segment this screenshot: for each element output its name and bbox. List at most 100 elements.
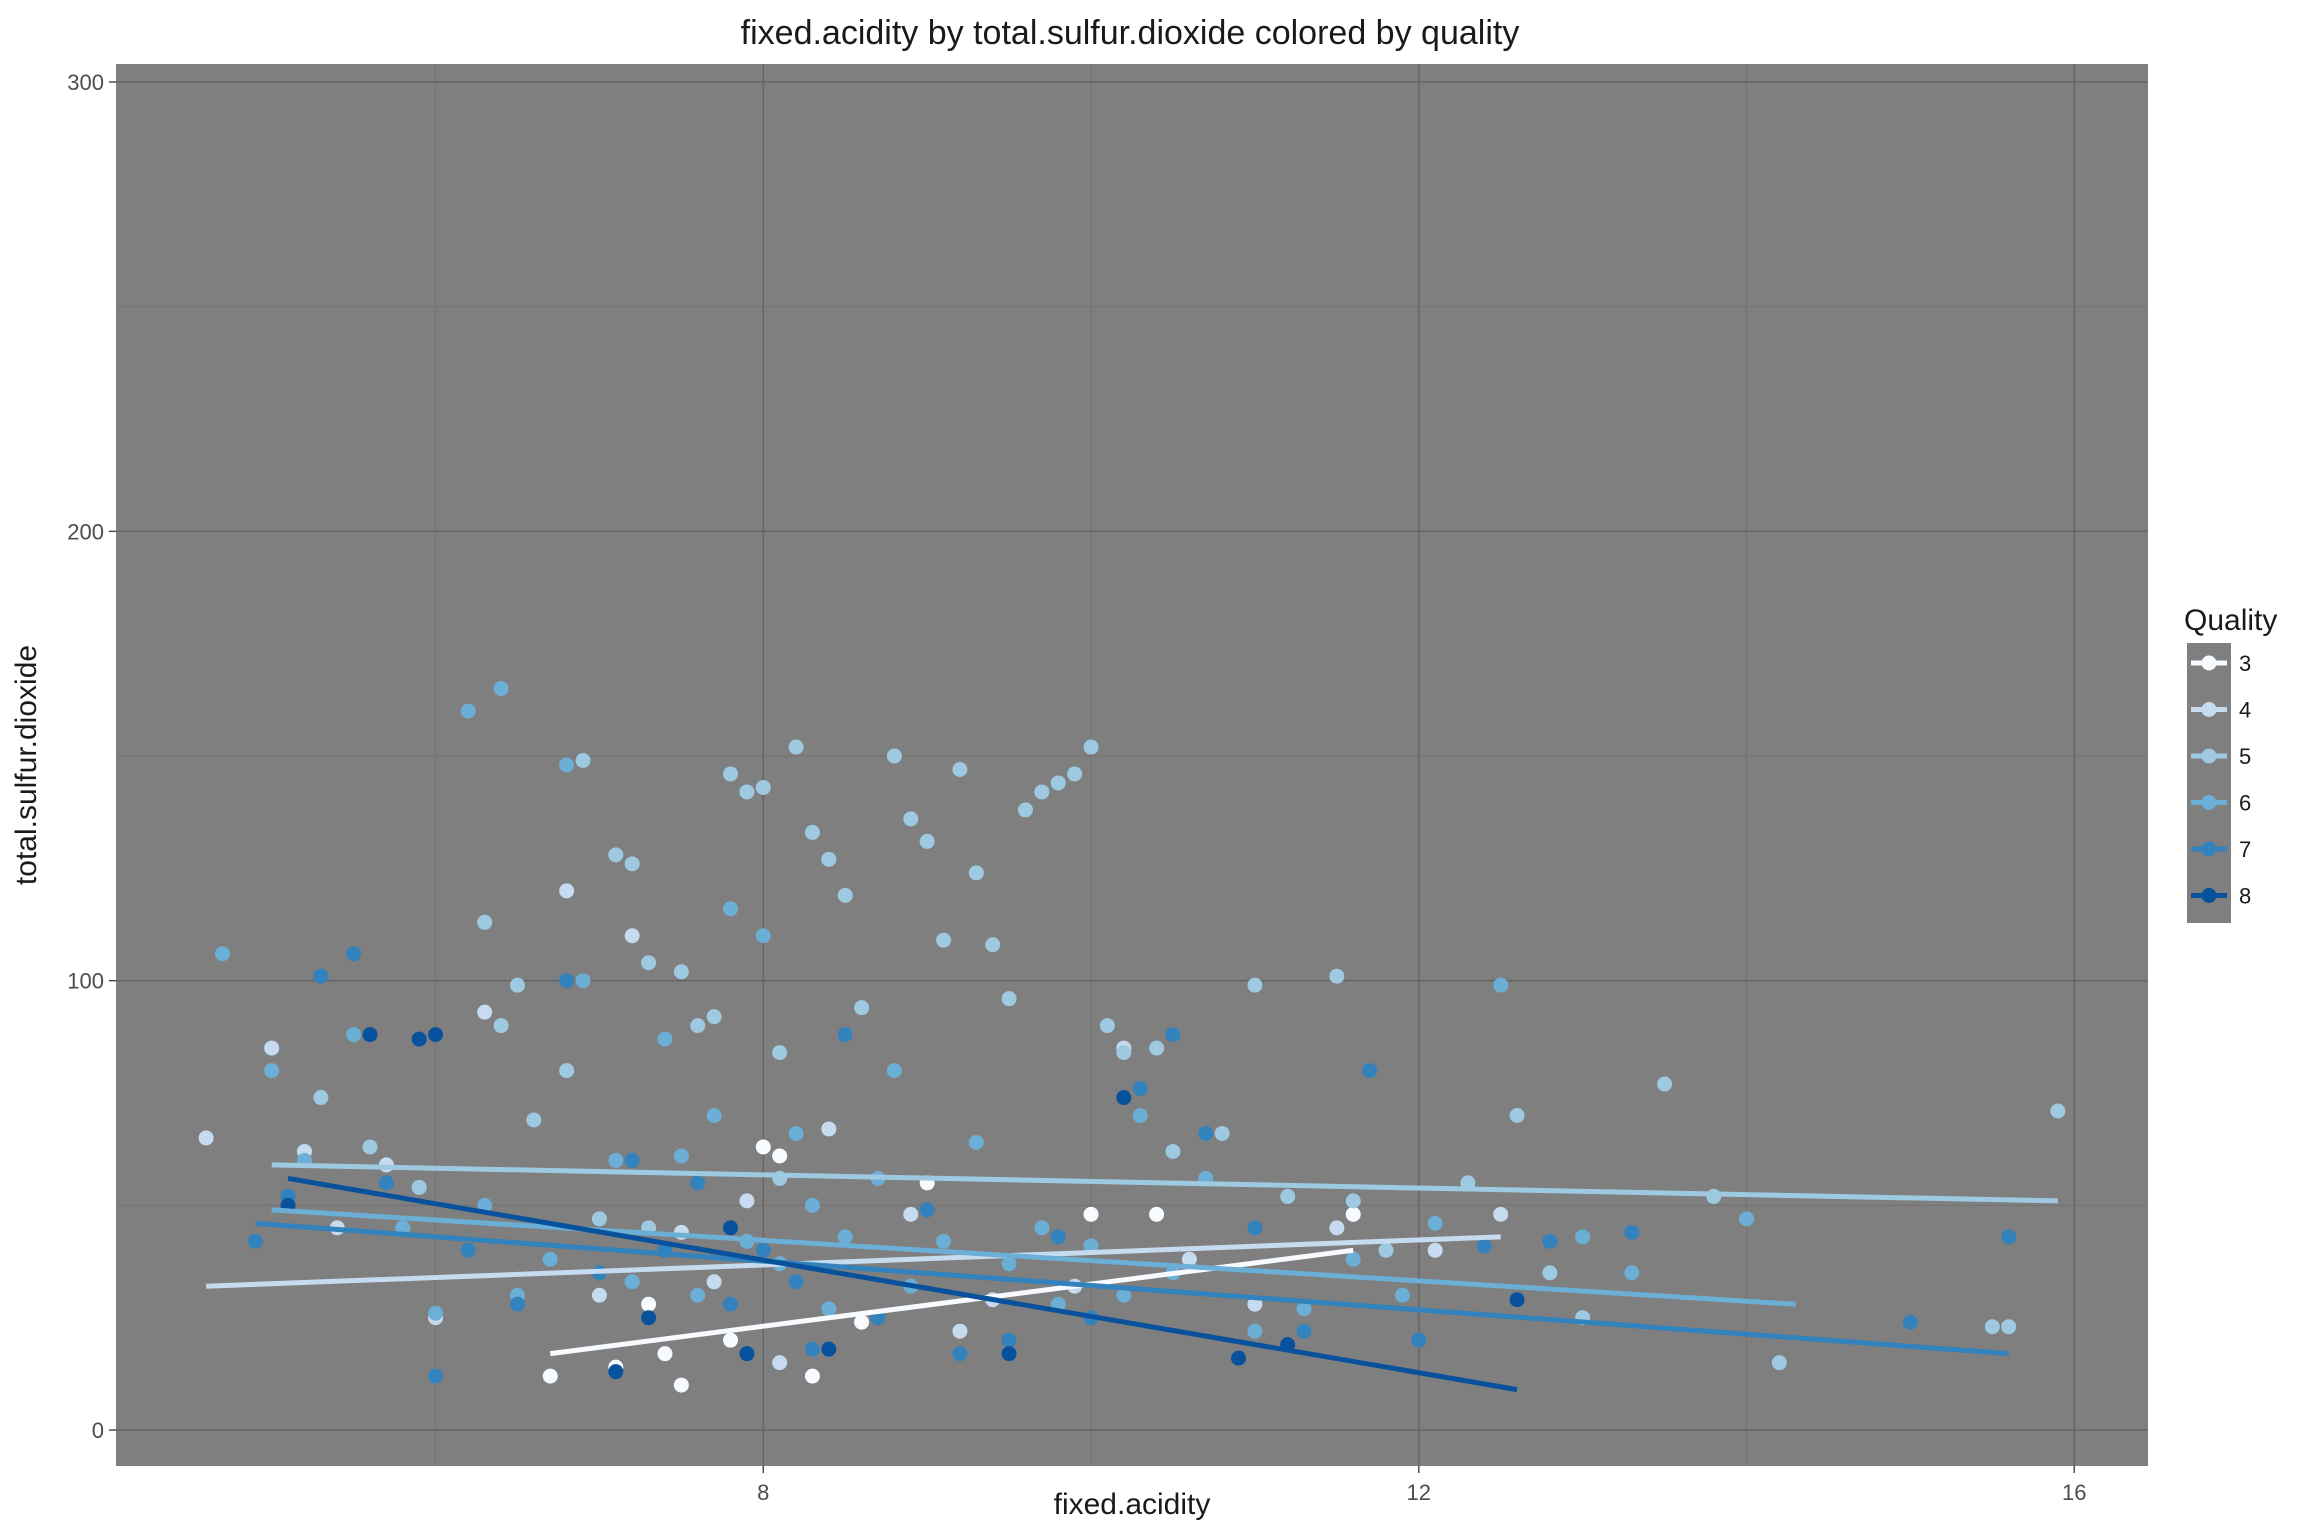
- data-point-quality-8: [723, 1220, 739, 1236]
- data-point-quality-5: [985, 937, 1001, 953]
- data-point-quality-6: [1739, 1211, 1755, 1227]
- legend-label: 8: [2239, 884, 2251, 909]
- data-point-quality-5: [1116, 1045, 1132, 1061]
- data-point-quality-5: [1345, 1193, 1361, 1209]
- x-axis-ticks: 8 12 16: [757, 1466, 2087, 1505]
- data-point-quality-7: [313, 968, 329, 984]
- x-tick-label: 12: [1407, 1480, 1431, 1505]
- data-point-quality-3: [673, 1377, 689, 1393]
- data-point-quality-6: [1296, 1301, 1312, 1317]
- plot-panel: [116, 64, 2148, 1466]
- data-point-quality-4: [264, 1040, 280, 1056]
- y-tick-label: 300: [67, 70, 104, 95]
- x-tick-label: 16: [2062, 1480, 2086, 1505]
- data-point-quality-6: [821, 1301, 837, 1317]
- data-point-quality-5: [1034, 784, 1050, 800]
- data-point-quality-5: [493, 1018, 509, 1034]
- data-point-quality-6: [706, 1108, 722, 1123]
- data-point-quality-5: [1099, 1018, 1115, 1034]
- data-point-quality-7: [1296, 1323, 1312, 1339]
- data-point-quality-3: [755, 1139, 771, 1155]
- data-point-quality-5: [1050, 775, 1066, 791]
- data-point-quality-3: [1083, 1206, 1099, 1222]
- data-point-quality-8: [1001, 1346, 1017, 1362]
- chart-title: fixed.acidity by total.sulfur.dioxide co…: [741, 14, 1520, 52]
- data-point-quality-4: [903, 1206, 919, 1222]
- data-point-quality-5: [739, 784, 755, 800]
- data-point-quality-7: [723, 1296, 739, 1312]
- data-point-quality-7: [428, 1368, 444, 1384]
- trend-line-quality-5: [271, 1162, 2058, 1204]
- data-point-quality-7: [837, 1027, 853, 1043]
- data-point-quality-5: [837, 887, 853, 903]
- data-point-quality-7: [1411, 1332, 1427, 1348]
- legend-key-point: [2201, 795, 2217, 810]
- data-point-quality-6: [608, 1152, 624, 1168]
- y-tick-label: 200: [67, 519, 104, 544]
- data-point-quality-7: [919, 1202, 935, 1218]
- x-axis-title: fixed.acidity: [1054, 1488, 1211, 1521]
- data-point-quality-5: [673, 964, 689, 980]
- data-point-quality-5: [690, 1018, 706, 1034]
- data-point-quality-5: [477, 914, 493, 930]
- data-point-quality-4: [739, 1193, 755, 1209]
- data-point-quality-8: [1509, 1292, 1525, 1308]
- data-point-quality-5: [936, 932, 952, 948]
- data-point-quality-4: [1493, 1206, 1509, 1222]
- data-point-quality-5: [1280, 1188, 1296, 1204]
- data-point-quality-5: [968, 865, 984, 881]
- legend-key-point: [2201, 841, 2217, 857]
- data-point-quality-8: [641, 1310, 657, 1326]
- x-tick-label: 8: [757, 1480, 769, 1505]
- data-point-quality-6: [624, 1274, 640, 1290]
- data-point-quality-5: [952, 761, 968, 777]
- trend-line-quality-4: [206, 1234, 1501, 1289]
- data-point-quality-5: [1214, 1125, 1230, 1141]
- data-point-quality-4: [706, 1274, 722, 1290]
- data-point-quality-7: [1247, 1220, 1263, 1236]
- data-point-quality-5: [2050, 1103, 2066, 1119]
- data-point-quality-6: [788, 1125, 804, 1141]
- data-point-quality-4: [772, 1355, 788, 1371]
- trend-lines: [206, 1162, 2058, 1393]
- y-tick-label: 100: [67, 969, 104, 994]
- data-point-quality-6: [886, 1063, 902, 1079]
- data-point-quality-5: [559, 1063, 575, 1079]
- data-point-quality-6: [1247, 1323, 1263, 1339]
- data-point-quality-5: [411, 1179, 427, 1195]
- data-point-quality-5: [903, 811, 919, 827]
- data-point-quality-4: [1247, 1296, 1263, 1312]
- data-point-quality-5: [509, 977, 525, 993]
- legend-key-point: [2201, 748, 2217, 764]
- legend-key-point: [2201, 702, 2217, 717]
- data-point-quality-8: [411, 1031, 427, 1047]
- data-point-quality-5: [2001, 1319, 2017, 1335]
- data-point-quality-5: [575, 753, 591, 769]
- data-points: [198, 681, 2066, 1393]
- data-point-quality-6: [215, 946, 231, 962]
- data-point-quality-5: [804, 824, 820, 840]
- y-axis-title: total.sulfur.dioxide: [10, 645, 43, 885]
- data-point-quality-6: [837, 1229, 853, 1245]
- data-point-quality-4: [591, 1287, 607, 1303]
- data-point-quality-6: [542, 1251, 558, 1267]
- legend-key-point: [2201, 888, 2217, 903]
- data-point-quality-5: [1017, 802, 1033, 818]
- data-point-quality-6: [804, 1197, 820, 1213]
- data-point-quality-8: [739, 1346, 755, 1362]
- data-point-quality-5: [1329, 968, 1345, 984]
- data-point-quality-6: [1001, 1256, 1017, 1272]
- data-point-quality-8: [608, 1364, 624, 1380]
- data-point-quality-7: [690, 1175, 706, 1191]
- legend-label: 4: [2239, 698, 2251, 723]
- data-point-quality-5: [854, 1000, 870, 1016]
- data-point-quality-5: [1509, 1108, 1525, 1123]
- data-point-quality-4: [821, 1121, 837, 1137]
- legend-label: 3: [2239, 651, 2251, 676]
- legend-title: Quality: [2184, 604, 2277, 637]
- data-point-quality-5: [1165, 1143, 1181, 1159]
- data-point-quality-6: [1132, 1108, 1148, 1123]
- data-point-quality-6: [690, 1287, 706, 1303]
- data-point-quality-7: [1001, 1332, 1017, 1348]
- trend-line-quality-6: [271, 1207, 1796, 1307]
